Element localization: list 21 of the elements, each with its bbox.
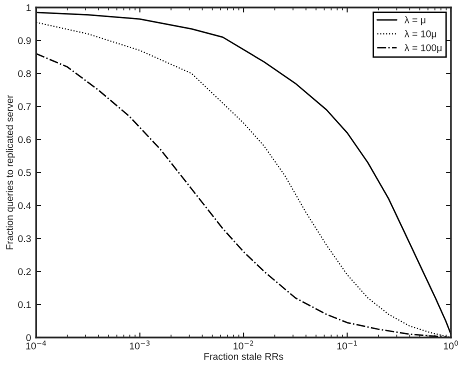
y-tick-label: 1	[26, 4, 31, 12]
x-tick-label: 10$^{−2}$	[234, 340, 254, 350]
y-tick-label: 0.9	[18, 37, 31, 44]
y-axis-title: Fraction queries to replicated server	[6, 95, 15, 250]
y-tick-label: 0.7	[18, 103, 31, 110]
y-tick-label: 0.1	[18, 301, 31, 308]
y-tick-label: 0.2	[18, 268, 31, 276]
legend-label: λ = 10μ	[404, 30, 436, 40]
y-tick-label: 0.5	[18, 169, 31, 176]
y-tick-label: 0.3	[18, 235, 31, 242]
x-tick-label: 10$^{−3}$	[130, 340, 150, 350]
x-tick-label: 10$^{−4}$	[26, 340, 46, 350]
legend-label: λ = μ	[404, 16, 426, 26]
x-tick-label: 10$^{−1}$	[337, 340, 357, 350]
x-axis-title: Fraction stale RRs	[204, 352, 284, 360]
legend-label: λ = 100μ	[404, 44, 442, 54]
y-tick-label: 0.4	[18, 202, 31, 210]
y-tick-label: 0.8	[18, 70, 31, 78]
y-tick-label: 0.6	[18, 136, 31, 144]
y-tick-label: 0	[26, 334, 31, 342]
x-tick-label: 10$^{0}$	[444, 340, 458, 350]
